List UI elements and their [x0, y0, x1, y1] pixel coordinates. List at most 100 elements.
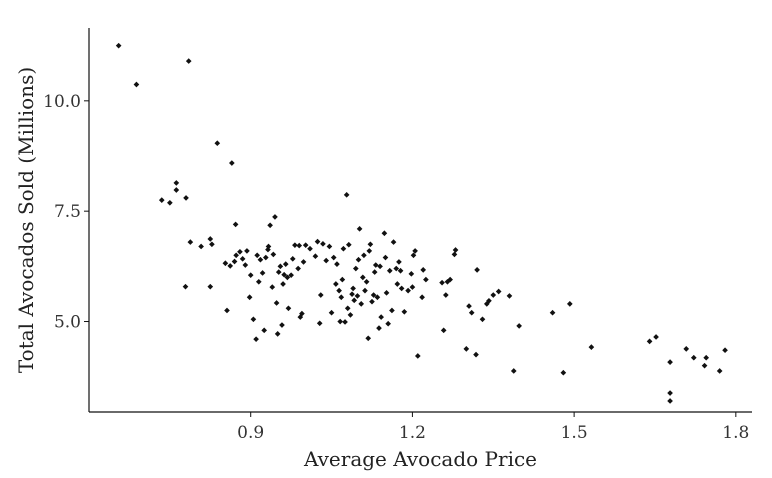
data-point [247, 272, 254, 279]
data-point [447, 276, 453, 283]
data-point [412, 248, 418, 254]
data-point [359, 274, 366, 281]
data-point [281, 271, 287, 278]
data-point [273, 300, 280, 306]
data-point [370, 292, 377, 298]
data-point [510, 368, 517, 374]
data-point [336, 287, 342, 294]
x-tick-label: 1.2 [399, 423, 426, 443]
data-point [361, 252, 367, 259]
data-point [646, 338, 653, 345]
data-point [285, 305, 292, 312]
data-point [398, 285, 405, 292]
data-point [347, 312, 354, 318]
data-point [452, 247, 459, 253]
data-point [292, 242, 298, 248]
data-point [333, 281, 339, 287]
data-point [296, 242, 303, 249]
data-point [183, 195, 189, 201]
data-point [703, 354, 710, 361]
data-point [367, 241, 374, 248]
data-point [716, 368, 723, 374]
data-point [374, 294, 381, 301]
data-point [307, 245, 313, 252]
x-tick-label: 0.9 [237, 423, 264, 443]
data-point [187, 239, 194, 245]
x-tick-label: 1.5 [561, 423, 588, 443]
data-point [259, 270, 266, 276]
data-point [339, 276, 346, 283]
data-point [349, 291, 355, 297]
data-points [115, 42, 728, 404]
data-point [227, 263, 234, 269]
data-point [667, 359, 673, 365]
data-point [288, 272, 294, 279]
data-point [451, 251, 458, 258]
data-point [393, 265, 400, 272]
data-point [405, 287, 411, 294]
data-point [167, 199, 173, 206]
data-point [408, 271, 415, 277]
data-point [185, 58, 192, 64]
data-point [588, 344, 595, 350]
data-point [397, 267, 404, 274]
data-point [233, 252, 239, 259]
data-point [369, 298, 375, 305]
data-point [383, 289, 390, 296]
data-point [352, 265, 359, 272]
data-point [173, 187, 180, 193]
data-point [345, 241, 352, 248]
data-point [722, 347, 728, 354]
data-point [653, 334, 659, 340]
data-point [269, 284, 276, 290]
data-point [566, 301, 573, 307]
data-point [355, 256, 362, 263]
chart-axes [88, 28, 752, 413]
y-tick-label: 7.5 [54, 202, 81, 222]
data-point [289, 256, 296, 262]
data-point [474, 267, 480, 273]
data-point [279, 322, 285, 328]
data-point [358, 301, 365, 307]
data-point [265, 243, 272, 250]
data-point [479, 316, 486, 323]
data-point [207, 236, 214, 242]
data-point [270, 251, 277, 258]
x-axis-title: Average Avocado Price [303, 447, 537, 471]
data-point [486, 297, 492, 304]
data-point [419, 294, 425, 301]
y-axis-ticks: 5.0 7.5 10.0 [43, 92, 89, 333]
data-point [209, 241, 215, 248]
data-point [274, 331, 281, 337]
data-point [232, 221, 239, 228]
data-point [115, 42, 122, 49]
data-point [372, 262, 379, 268]
data-point [229, 160, 235, 166]
data-point [443, 292, 449, 298]
data-point [468, 309, 475, 316]
data-point [237, 248, 243, 255]
data-point [272, 214, 278, 220]
data-point [409, 284, 416, 290]
data-point [312, 253, 319, 260]
data-point [338, 294, 345, 301]
data-point [253, 336, 259, 343]
data-point [365, 335, 372, 342]
data-point [363, 278, 370, 285]
data-point [440, 327, 447, 334]
data-point [342, 319, 348, 325]
data-point [242, 262, 249, 268]
data-point [250, 316, 257, 323]
data-point [439, 279, 445, 286]
data-point [490, 292, 497, 298]
data-point [330, 254, 337, 261]
data-point [302, 242, 309, 248]
data-point [282, 261, 289, 267]
data-point [173, 180, 180, 186]
data-point [690, 354, 697, 361]
data-point [207, 283, 214, 290]
data-point [683, 346, 690, 352]
data-point [314, 238, 321, 245]
data-point [560, 369, 567, 376]
data-point [261, 327, 268, 334]
